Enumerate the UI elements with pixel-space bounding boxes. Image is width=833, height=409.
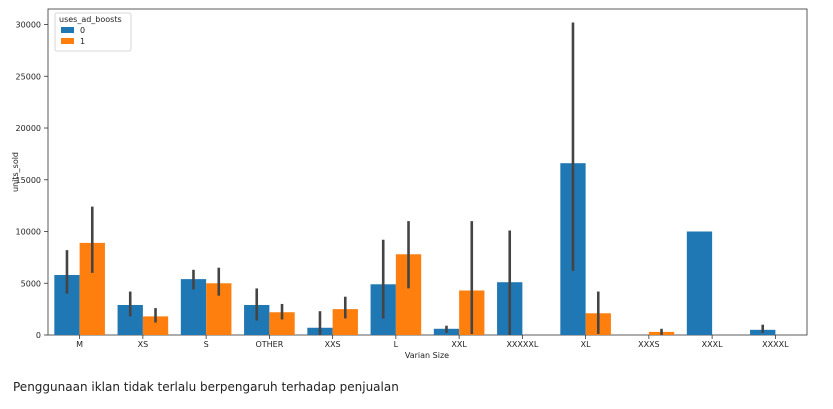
- x-tick-label: XXXL: [702, 340, 723, 349]
- x-tick-label: XXXXXL: [506, 340, 538, 349]
- x-tick-label: L: [394, 340, 399, 349]
- y-tick-label: 15000: [16, 176, 41, 185]
- x-tick-label: XXS: [325, 340, 341, 349]
- x-tick-label: XXXXL: [762, 340, 789, 349]
- legend-label-1: 1: [80, 37, 85, 46]
- error-bars-group: [65, 22, 765, 335]
- x-tick-label: S: [204, 340, 209, 349]
- legend-swatch-1: [61, 38, 74, 44]
- bar-XXXL-series-0: [686, 231, 713, 335]
- caption-text: Penggunaan iklan tidak terlalu berpengar…: [13, 380, 399, 394]
- y-axis-label: units_sold: [11, 152, 20, 192]
- y-tick-label: 30000: [16, 21, 41, 30]
- y-tick-label: 5000: [21, 279, 41, 288]
- chart: 0 5000 10000 15000 20000 25000 30000 M XS S OTHER…: [11, 8, 808, 360]
- legend-swatch-0: [61, 27, 74, 33]
- x-tick-label: XXL: [451, 340, 467, 349]
- y-tick-label: 25000: [16, 72, 41, 81]
- x-axis: M XS S OTHER XXS L XXL XXXXXL XL XXXS XXXL XXXXL: [76, 335, 789, 349]
- x-tick-label: M: [76, 340, 83, 349]
- y-tick-label: 0: [36, 331, 41, 340]
- legend-label-0: 0: [80, 26, 85, 35]
- x-tick-label: OTHER: [255, 340, 283, 349]
- legend: uses_ad_boosts 0 1: [54, 12, 132, 52]
- bar-chart: 0 5000 10000 15000 20000 25000 30000 M XS S OTHER…: [11, 8, 808, 360]
- x-tick-label: XXXS: [638, 340, 660, 349]
- x-tick-label: XL: [581, 340, 591, 349]
- legend-title: uses_ad_boosts: [59, 15, 122, 24]
- bar-XS-series-1: [142, 316, 169, 335]
- x-tick-label: XS: [138, 340, 149, 349]
- bar-OTHER-series-1: [269, 312, 295, 335]
- plot-area: [47, 8, 808, 336]
- y-tick-label: 20000: [16, 124, 41, 133]
- y-tick-label: 10000: [16, 228, 41, 237]
- x-axis-label: Varian Size: [405, 351, 449, 360]
- y-axis: 0 5000 10000 15000 20000 25000 30000: [16, 21, 48, 340]
